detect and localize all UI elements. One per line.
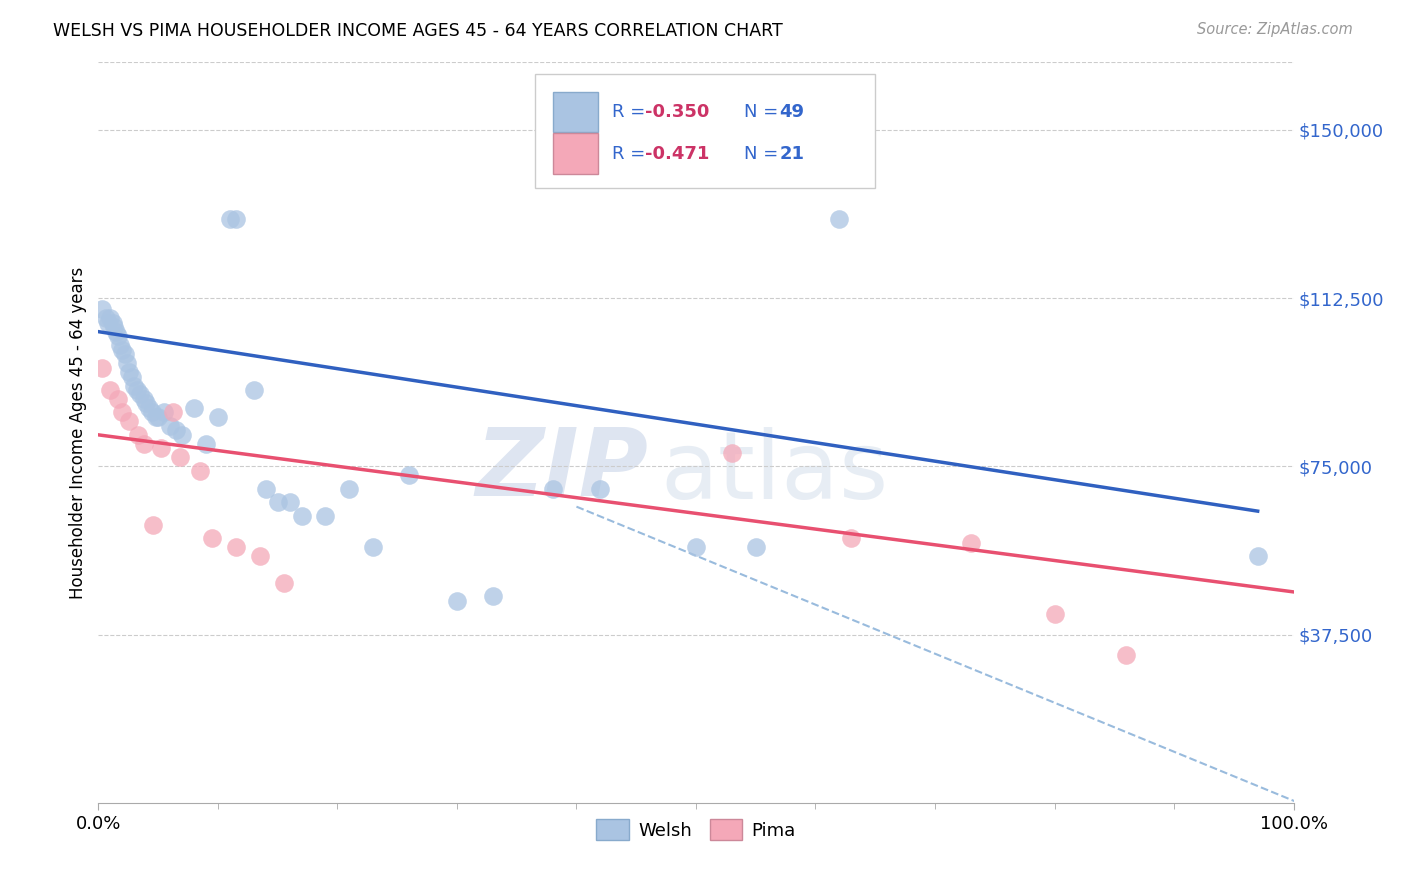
- Point: [101, 316, 124, 330]
- Point: [138, 401, 160, 415]
- Point: [132, 392, 155, 406]
- Point: [98, 383, 122, 397]
- Point: [249, 549, 271, 563]
- Point: [169, 450, 191, 465]
- Text: R =: R =: [613, 145, 651, 162]
- FancyBboxPatch shape: [534, 73, 875, 188]
- Text: R =: R =: [613, 103, 651, 121]
- Point: [541, 482, 564, 496]
- Point: [243, 383, 266, 397]
- Text: WELSH VS PIMA HOUSEHOLDER INCOME AGES 45 - 64 YEARS CORRELATION CHART: WELSH VS PIMA HOUSEHOLDER INCOME AGES 45…: [53, 22, 783, 40]
- Point: [1043, 607, 1066, 622]
- Point: [828, 212, 851, 227]
- Point: [685, 540, 707, 554]
- Text: ZIP: ZIP: [475, 424, 648, 516]
- Point: [721, 446, 744, 460]
- Legend: Welsh, Pima: Welsh, Pima: [588, 811, 804, 849]
- Text: -0.350: -0.350: [644, 103, 709, 121]
- Point: [278, 495, 301, 509]
- Point: [125, 383, 148, 397]
- Point: [121, 369, 143, 384]
- Point: [225, 212, 247, 227]
- Point: [589, 482, 612, 496]
- Point: [141, 405, 163, 419]
- Point: [142, 517, 165, 532]
- Point: [273, 576, 295, 591]
- Point: [97, 316, 120, 330]
- Point: [105, 325, 128, 339]
- Point: [111, 343, 134, 357]
- Text: 21: 21: [779, 145, 804, 162]
- Point: [114, 347, 136, 361]
- Point: [363, 540, 385, 554]
- Point: [135, 396, 157, 410]
- Point: [446, 594, 468, 608]
- Point: [183, 401, 205, 415]
- Text: N =: N =: [744, 145, 783, 162]
- Point: [291, 508, 314, 523]
- FancyBboxPatch shape: [553, 92, 598, 132]
- Point: [159, 418, 181, 433]
- Point: [188, 464, 211, 478]
- FancyBboxPatch shape: [553, 133, 598, 174]
- Text: Source: ZipAtlas.com: Source: ZipAtlas.com: [1197, 22, 1353, 37]
- Point: [315, 508, 337, 523]
- Point: [339, 482, 361, 496]
- Point: [398, 468, 420, 483]
- Point: [960, 535, 983, 549]
- Point: [94, 311, 117, 326]
- Text: 49: 49: [779, 103, 804, 121]
- Point: [149, 442, 172, 456]
- Point: [153, 405, 176, 419]
- Point: [172, 428, 194, 442]
- Point: [98, 311, 122, 326]
- Point: [841, 531, 863, 545]
- Text: -0.471: -0.471: [644, 145, 709, 162]
- Point: [132, 437, 155, 451]
- Point: [267, 495, 290, 509]
- Point: [124, 378, 146, 392]
- Point: [118, 365, 141, 379]
- Text: N =: N =: [744, 103, 783, 121]
- Point: [103, 320, 125, 334]
- Point: [91, 302, 114, 317]
- Point: [111, 405, 134, 419]
- Point: [1115, 648, 1137, 662]
- Point: [207, 409, 229, 424]
- Point: [195, 437, 218, 451]
- Point: [1247, 549, 1270, 563]
- Point: [162, 405, 184, 419]
- Point: [118, 414, 141, 428]
- Point: [254, 482, 277, 496]
- Point: [129, 387, 152, 401]
- Point: [107, 392, 129, 406]
- Point: [107, 329, 129, 343]
- Point: [115, 356, 138, 370]
- Point: [219, 212, 242, 227]
- Point: [201, 531, 224, 545]
- Point: [145, 409, 167, 424]
- Point: [127, 428, 149, 442]
- Point: [91, 360, 114, 375]
- Point: [165, 423, 187, 437]
- Point: [225, 540, 247, 554]
- Point: [481, 590, 505, 604]
- Text: atlas: atlas: [661, 427, 889, 519]
- Point: [745, 540, 768, 554]
- Point: [148, 409, 170, 424]
- Point: [108, 338, 131, 352]
- Y-axis label: Householder Income Ages 45 - 64 years: Householder Income Ages 45 - 64 years: [69, 267, 87, 599]
